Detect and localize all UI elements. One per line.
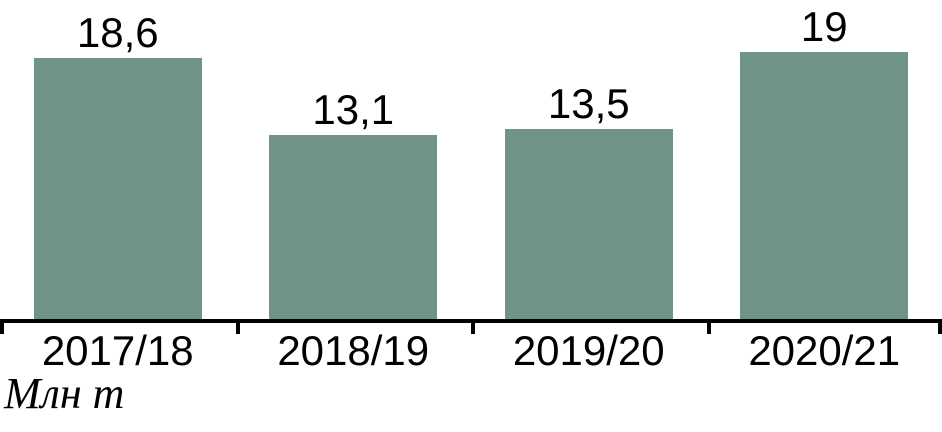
x-axis-tick-label: 2020/21 bbox=[748, 327, 901, 374]
y-axis-unit-label: Млн т bbox=[4, 369, 125, 418]
bar bbox=[269, 134, 438, 319]
bar-value-label: 19 bbox=[800, 3, 848, 50]
bar bbox=[504, 129, 673, 319]
bar-value-label: 13,1 bbox=[312, 85, 395, 133]
x-axis-tick bbox=[938, 319, 942, 334]
x-axis-tick bbox=[236, 319, 240, 334]
x-axis-tick bbox=[0, 319, 4, 334]
bar-value-label: 18,6 bbox=[76, 8, 159, 56]
x-axis-tick-label: 2019/20 bbox=[512, 327, 665, 374]
x-axis-tick-label: 2017/18 bbox=[41, 327, 194, 374]
bar-value-label: 13,5 bbox=[547, 80, 630, 128]
x-axis-tick bbox=[707, 319, 711, 334]
x-axis-tick-label: 2018/19 bbox=[277, 327, 430, 374]
bar bbox=[740, 52, 909, 319]
x-axis-label-row: 2017/18 2018/19 2019/20 2020/21 bbox=[0, 326, 942, 372]
x-axis-tick bbox=[471, 319, 475, 334]
bar bbox=[33, 57, 202, 319]
plot-area: 18,6 13,1 13,5 19 bbox=[33, 3, 909, 319]
